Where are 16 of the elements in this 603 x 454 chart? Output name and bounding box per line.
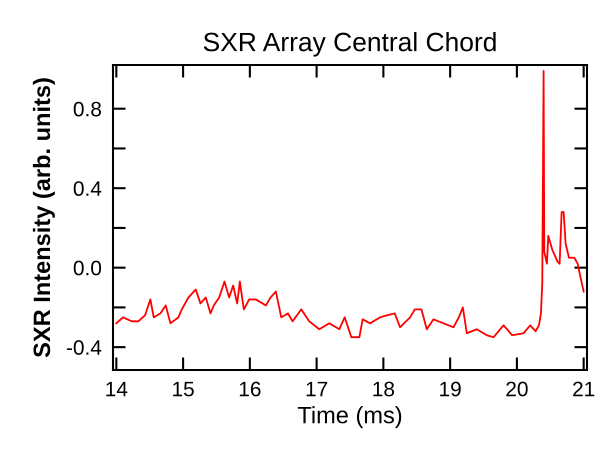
x-axis-title: Time (ms): [298, 406, 402, 428]
x-tick-label: 21: [573, 382, 594, 396]
line-series: [115, 70, 585, 338]
x-tick-label: 17: [306, 382, 328, 396]
x-tick-label: 18: [373, 382, 394, 396]
y-axis-title: SXR Intensity (arb. units): [32, 78, 55, 358]
y-tick-label: 0.0: [74, 260, 102, 276]
x-tick-label: 19: [440, 382, 461, 396]
y-tick-label: -0.4: [66, 340, 102, 355]
x-tick-label: 15: [173, 382, 194, 396]
x-tick-label: 14: [106, 382, 128, 396]
x-tick-label: 16: [240, 382, 261, 396]
chart-title: SXR Array Central Chord: [204, 32, 496, 57]
y-tick-label: 0.4: [74, 181, 102, 196]
x-tick-label: 20: [506, 382, 528, 396]
y-tick-label: 0.8: [74, 102, 101, 116]
